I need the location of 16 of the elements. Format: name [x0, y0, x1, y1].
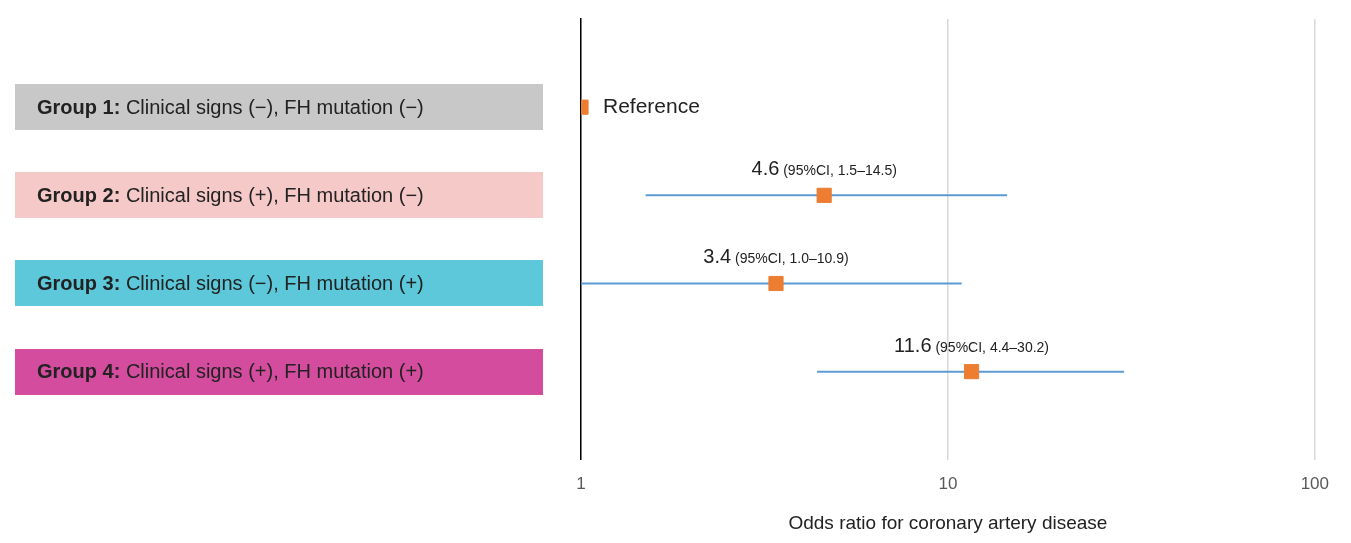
y-tick-label: Group 2: Clinical signs (+), FH mutation (−)	[37, 183, 424, 207]
x-tick-label: 10	[938, 473, 958, 493]
label-box: Group 1: Clinical signs (−), FH mutation (−)	[15, 84, 543, 131]
x-tick-label: 100	[1300, 473, 1330, 493]
label-box: Group 4: Clinical signs (+), FH mutation (+)	[15, 348, 543, 395]
label-box: Group 2: Clinical signs (+), FH mutation (−)	[15, 172, 543, 219]
y-tick-label: Group 3: Clinical signs (−), FH mutation (+)	[37, 271, 424, 295]
data-label: Reference	[603, 93, 700, 117]
x-tick-label: 1	[576, 473, 586, 493]
data-label: 3.4 (95%CI, 1.0–10.9)	[703, 245, 849, 268]
label-box: Group 3: Clinical signs (−), FH mutation (+)	[15, 260, 543, 307]
y-tick-label: Group 1: Clinical signs (−), FH mutation (−)	[37, 95, 424, 119]
y-tick-label: Group 4: Clinical signs (+), FH mutation (+)	[37, 360, 424, 384]
data-label: 4.6 (95%CI, 1.5–14.5)	[751, 157, 897, 180]
data-label: 11.6 (95%CI, 4.4–30.2)	[894, 333, 1050, 356]
x-axis-title: Odds ratio for coronary artery disease	[788, 511, 1108, 533]
